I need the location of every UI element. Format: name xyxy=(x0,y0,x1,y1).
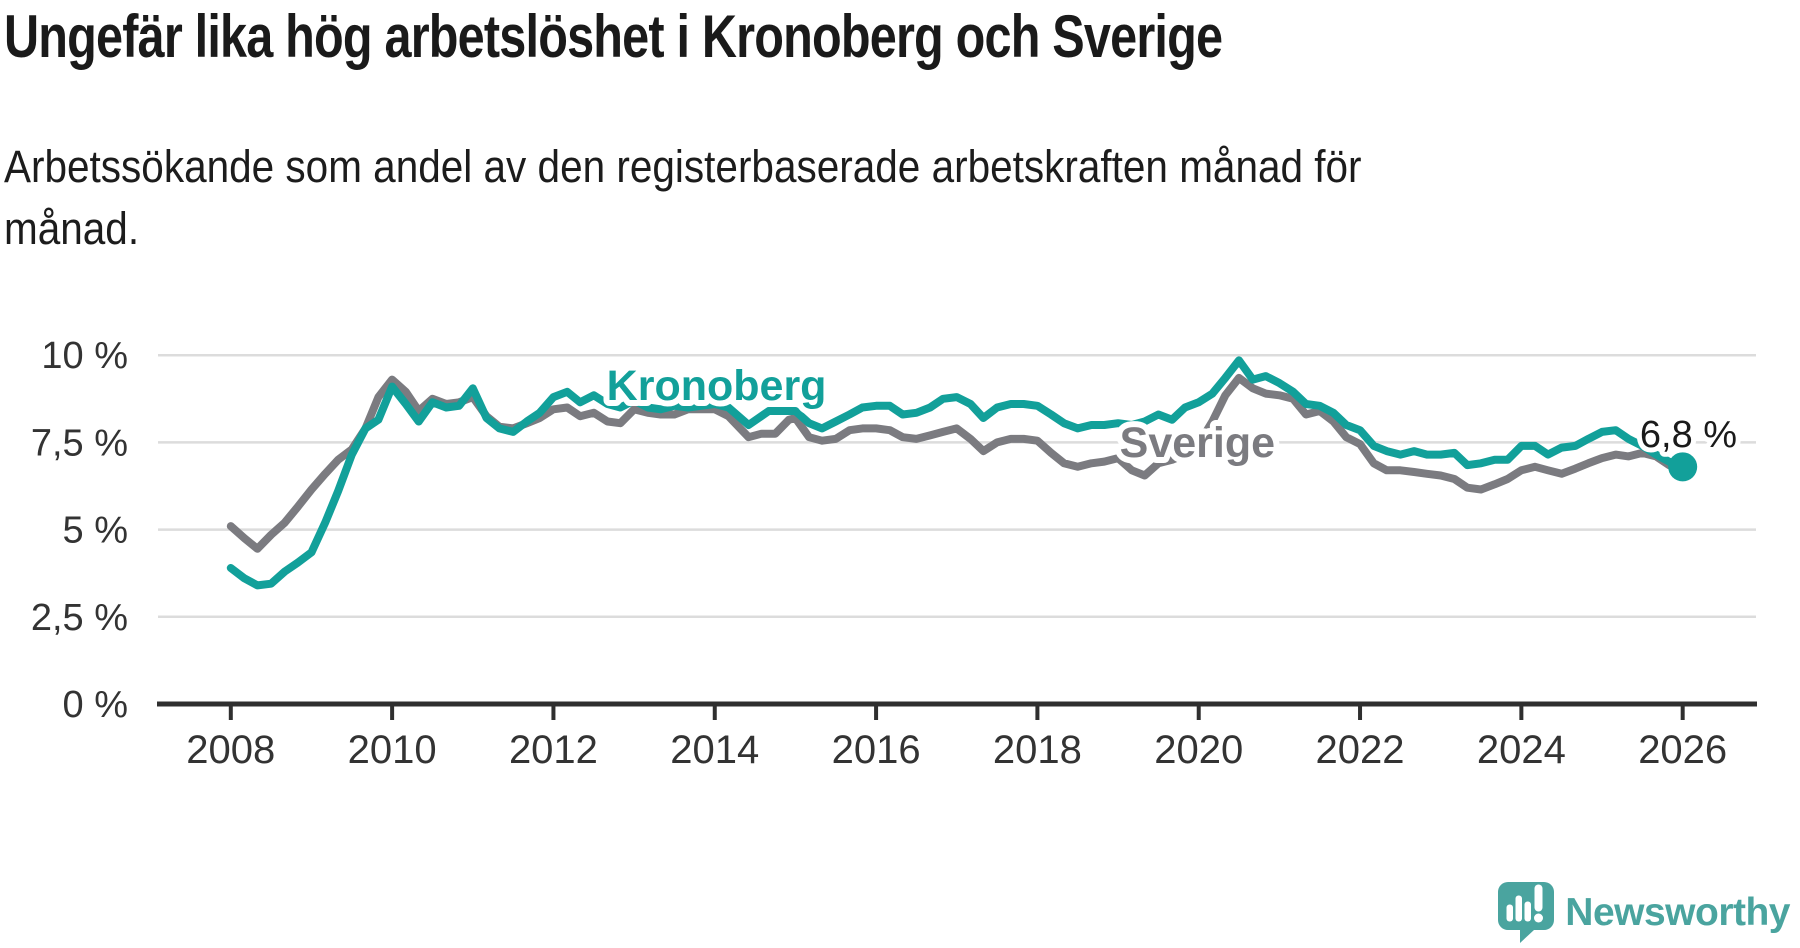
bar-icon-medium xyxy=(1524,901,1532,922)
y-axis-tick-label: 7,5 % xyxy=(31,422,128,464)
x-axis-tick-label: 2022 xyxy=(1316,728,1405,772)
latest-value-label: 6,8 % xyxy=(1640,414,1737,456)
chart-subtitle-line2: månad. xyxy=(4,203,140,255)
x-axis-tick-label: 2008 xyxy=(186,728,275,772)
x-axis-tick-label: 2024 xyxy=(1477,728,1566,772)
chart-title: Ungefär lika hög arbetslöshet i Kronober… xyxy=(4,3,1223,70)
newsworthy-logo: Newsworthy xyxy=(1497,881,1790,944)
kronoberg-series-label: Kronoberg xyxy=(607,362,827,410)
x-axis-tick-label: 2018 xyxy=(993,728,1082,772)
kronoberg-line xyxy=(226,356,1687,590)
y-axis-tick-label: 2,5 % xyxy=(31,597,128,639)
exclamation-dot-icon xyxy=(1534,913,1544,923)
newsworthy-speech-bubble-icon xyxy=(1498,882,1555,943)
x-axis-tick-label: 2010 xyxy=(348,728,437,772)
y-axis-tick-label: 0 % xyxy=(63,684,128,726)
bar-icon-tall xyxy=(1515,895,1523,922)
x-axis-tick-label: 2016 xyxy=(832,728,921,772)
newsworthy-logo-text: Newsworthy xyxy=(1565,890,1790,934)
x-axis-tick-label: 2026 xyxy=(1638,728,1727,772)
exclamation-bar-icon xyxy=(1534,884,1543,912)
bar-icon-short xyxy=(1506,904,1514,922)
y-axis-tick-label: 10 % xyxy=(41,335,128,377)
sverige-series-label: Sverige xyxy=(1120,419,1275,467)
latest-point-marker xyxy=(1668,452,1698,482)
x-axis-tick-label: 2020 xyxy=(1154,728,1243,772)
y-axis-tick-label: 5 % xyxy=(63,510,128,552)
chart-subtitle-line1: Arbetssökande som andel av den registerb… xyxy=(4,141,1362,192)
x-axis-tick-label: 2012 xyxy=(509,728,598,772)
chart-subtitle: Arbetssökande som andel av den registerb… xyxy=(4,136,1362,260)
x-axis-tick-label: 2014 xyxy=(670,728,759,772)
